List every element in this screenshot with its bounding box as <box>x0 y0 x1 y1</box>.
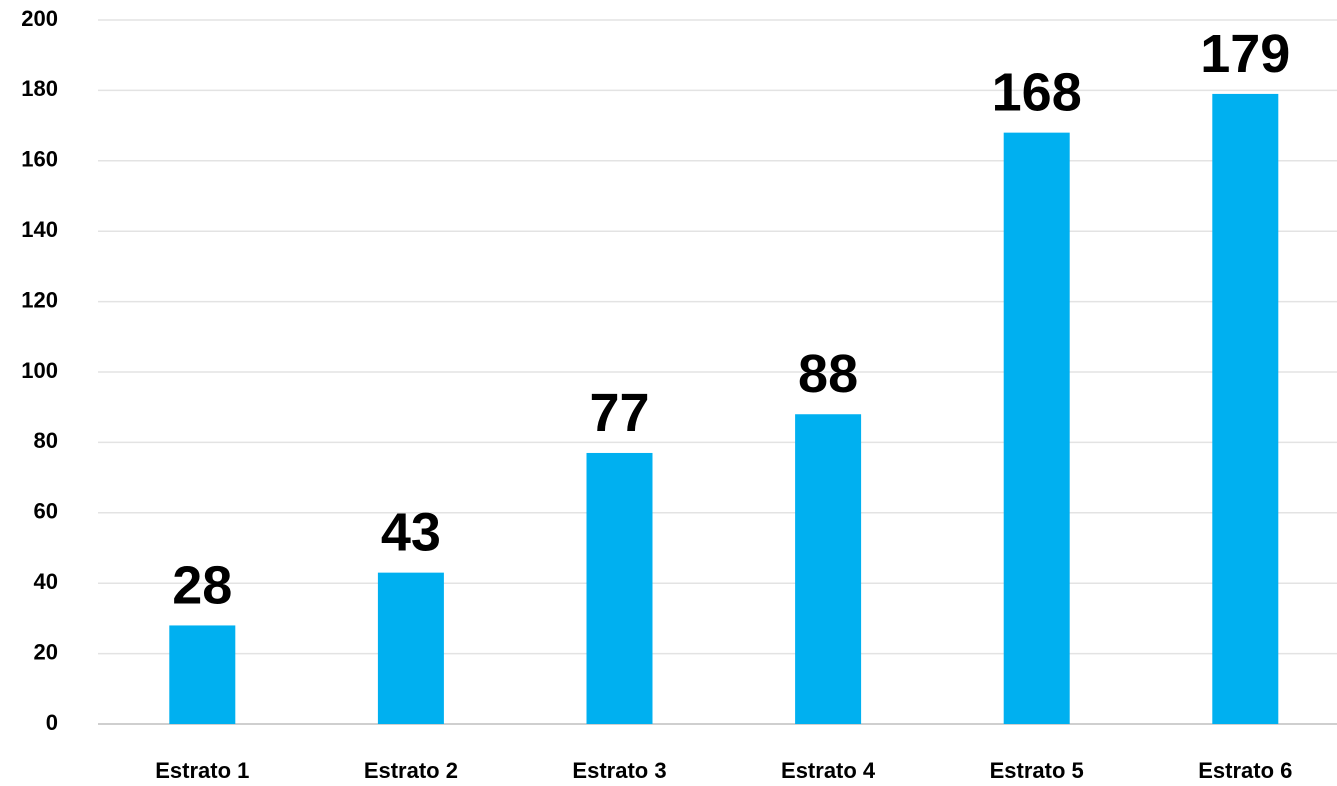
value-label: 179 <box>1200 24 1290 84</box>
y-tick-label: 60 <box>34 499 58 524</box>
y-tick-label: 160 <box>21 147 58 172</box>
x-tick-label: Estrato 5 <box>990 758 1084 783</box>
x-tick-label: Estrato 6 <box>1198 758 1292 783</box>
y-tick-label: 120 <box>21 287 58 312</box>
bar <box>1003 132 1070 724</box>
bar <box>1212 93 1279 725</box>
x-tick-label: Estrato 4 <box>781 758 876 783</box>
value-label: 28 <box>172 555 232 615</box>
x-tick-label: Estrato 3 <box>572 758 666 783</box>
value-label: 88 <box>798 344 858 404</box>
y-tick-label: 40 <box>34 569 58 594</box>
bar <box>377 572 444 724</box>
y-tick-label: 80 <box>34 428 58 453</box>
x-tick-label: Estrato 1 <box>155 758 249 783</box>
y-tick-label: 100 <box>21 358 58 383</box>
bar <box>169 625 236 724</box>
value-label: 43 <box>381 503 441 563</box>
y-tick-label: 140 <box>21 217 58 242</box>
y-tick-label: 180 <box>21 76 58 101</box>
x-tick-label: Estrato 2 <box>364 758 458 783</box>
value-label: 168 <box>992 63 1082 123</box>
y-tick-label: 20 <box>34 639 58 664</box>
bar <box>586 452 653 724</box>
y-tick-label: 0 <box>46 710 58 735</box>
bar <box>795 414 862 724</box>
value-label: 77 <box>589 383 649 443</box>
y-tick-label: 200 <box>21 6 58 31</box>
